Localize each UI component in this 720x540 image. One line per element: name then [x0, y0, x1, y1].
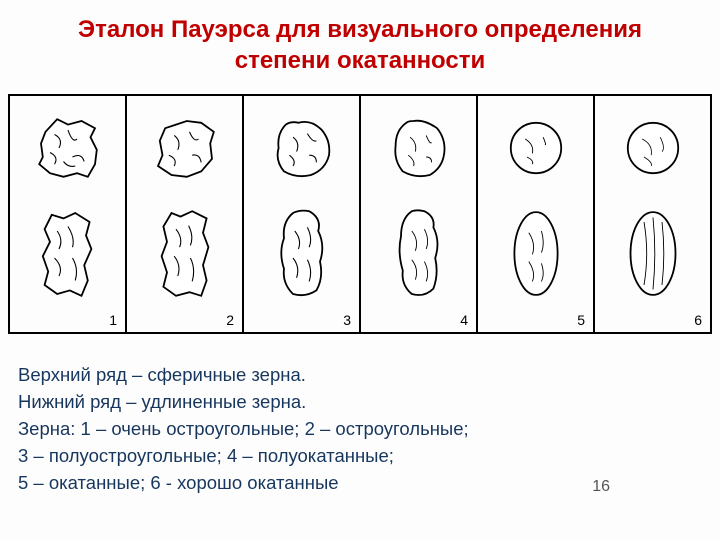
- grain-top-5: [500, 112, 572, 184]
- legend-line-4: 3 – полуостроугольные; 4 – полуокатанные…: [18, 443, 702, 470]
- grain-bot-3: [266, 204, 338, 303]
- title-line-1: Эталон Пауэрса для визуального определен…: [78, 16, 642, 43]
- grain-top-6: [617, 112, 689, 184]
- cell-1: 1: [10, 96, 127, 332]
- cell-num-3: 3: [343, 312, 351, 328]
- cell-num-5: 5: [577, 312, 585, 328]
- cell-num-2: 2: [226, 312, 234, 328]
- cell-6: 6: [595, 96, 710, 332]
- grain-top-1: [32, 112, 104, 184]
- cell-num-6: 6: [694, 312, 702, 328]
- grain-bot-2: [149, 204, 221, 303]
- cell-4: 4: [361, 96, 478, 332]
- page-title: Эталон Пауэрса для визуального определен…: [0, 0, 720, 86]
- grain-bot-5: [500, 204, 572, 303]
- grain-top-2: [149, 112, 221, 184]
- grain-bot-6: [617, 204, 689, 303]
- legend-line-1: Верхний ряд – сферичные зерна.: [18, 362, 702, 389]
- roundness-chart: 1 2 3 4 5 6: [8, 94, 712, 334]
- cell-5: 5: [478, 96, 595, 332]
- grain-top-4: [383, 112, 455, 184]
- cell-2: 2: [127, 96, 244, 332]
- grain-bot-1: [32, 204, 104, 303]
- grain-bot-4: [383, 204, 455, 303]
- cell-num-4: 4: [460, 312, 468, 328]
- legend-line-3: Зерна: 1 – очень остроугольные; 2 – остр…: [18, 416, 702, 443]
- cell-3: 3: [244, 96, 361, 332]
- cell-num-1: 1: [109, 312, 117, 328]
- title-line-2: степени окатанности: [235, 47, 486, 74]
- legend-block: Верхний ряд – сферичные зерна. Нижний ря…: [0, 334, 720, 496]
- grain-top-3: [266, 112, 338, 184]
- page-number: 16: [592, 478, 610, 496]
- legend-line-2: Нижний ряд – удлиненные зерна.: [18, 389, 702, 416]
